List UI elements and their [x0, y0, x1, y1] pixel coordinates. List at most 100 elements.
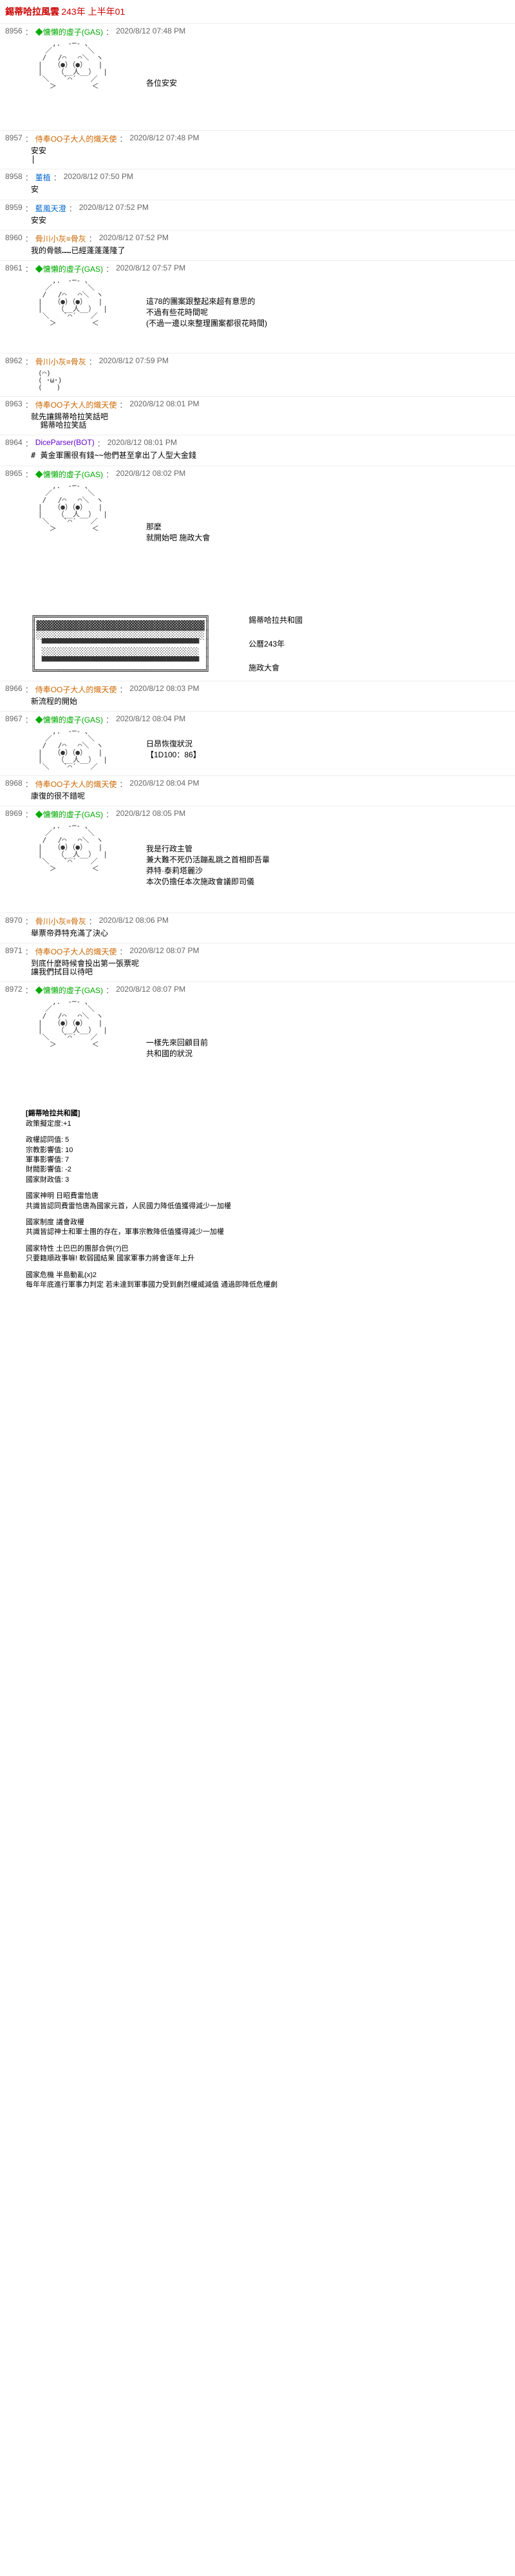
post-number[interactable]: 8962 — [5, 356, 23, 367]
ascii-art-block: ,. -─- 、 ／ ＼ / /⌒ ⌒＼ ヽ | （●）（●） | | （__人… — [5, 725, 510, 773]
post-username[interactable]: 董植 — [35, 172, 51, 183]
ascii-art-block: ,. -─- 、 ／ ＼ / /⌒ ⌒＼ ヽ | （●）（●） | | （__人… — [5, 480, 510, 584]
post-number[interactable]: 8959 — [5, 203, 23, 214]
post-header: 8966：侍奉OO子大人的熾天使：2020/8/12 08:03 PM — [5, 684, 510, 695]
post: 8956：◆慵懶的虛子(GAS)：2020/8/12 07:48 PM ,. -… — [0, 23, 515, 130]
post-timestamp: 2020/8/12 07:59 PM — [99, 356, 169, 367]
post-number[interactable]: 8956 — [5, 26, 23, 37]
policy-desc: 共識皆認同費雷恰唐為國家元首，人民國力降低值獲得減少一加權 — [26, 1202, 489, 1211]
post-username[interactable]: 骨川小灰≡骨灰 — [35, 233, 86, 244]
post-header: 8971：侍奉OO子大人的熾天使：2020/8/12 08:07 PM — [5, 946, 510, 957]
separator: ： — [25, 133, 33, 144]
post: 8967：◆慵懶的虛子(GAS)：2020/8/12 08:04 PM ,. -… — [0, 711, 515, 775]
post-username[interactable]: 藍風天澄 — [35, 203, 66, 214]
post-timestamp: 2020/8/12 07:52 PM — [79, 203, 149, 214]
post-number[interactable]: 8967 — [5, 714, 23, 725]
post-username[interactable]: 侍奉OO子大人的熾天使 — [35, 133, 117, 144]
separator: ： — [106, 26, 113, 37]
side-text: 日昂恢復狀況 【1D100：86】 — [133, 738, 510, 760]
post-username[interactable]: ◆慵懶的虛子(GAS) — [35, 714, 103, 725]
post-header: 8969：◆慵懶的虛子(GAS)：2020/8/12 08:05 PM — [5, 809, 510, 820]
separator: ： — [119, 399, 127, 410]
post-timestamp: 2020/8/12 08:07 PM — [116, 985, 185, 996]
post-username[interactable]: 侍奉OO子大人的熾天使 — [35, 946, 117, 957]
post-username[interactable]: DiceParser(BOT) — [35, 438, 95, 449]
post-header: 8957：侍奉OO子大人的熾天使：2020/8/12 07:48 PM — [5, 133, 510, 144]
post-username[interactable]: ◆慵懶的虛子(GAS) — [35, 469, 103, 480]
post-username[interactable]: 侍奉OO子大人的熾天使 — [35, 684, 117, 695]
post-number[interactable]: 8963 — [5, 399, 23, 410]
post-number[interactable]: 8961 — [5, 263, 23, 274]
post-username[interactable]: ◆慵懶的虛子(GAS) — [35, 809, 103, 820]
separator: ： — [25, 779, 33, 790]
ascii-art: ,. -─- 、 ／ ＼ / /⌒ ⌒＼ ヽ | （●）（●） | | （__人… — [5, 996, 133, 1100]
parliament-art: ╔═══════════════════════════════╗ ║▓▓▓▓▓… — [5, 610, 236, 678]
post-timestamp: 2020/8/12 08:01 PM — [108, 438, 177, 449]
post-timestamp: 2020/8/12 07:50 PM — [64, 172, 133, 183]
separator: ： — [106, 469, 113, 480]
policy-desc: 共識皆認神士和軍士團的存在，軍事宗教降低值獲得減少一加權 — [26, 1227, 489, 1237]
post: 8963：侍奉OO子大人的熾天使：2020/8/12 08:01 PM就先讓錫蒂… — [0, 396, 515, 435]
separator: ： — [25, 684, 33, 695]
post-header: 8965：◆慵懶的虛子(GAS)：2020/8/12 08:02 PM — [5, 469, 510, 480]
post: 8957：侍奉OO子大人的熾天使：2020/8/12 07:48 PM安安 | — [0, 130, 515, 169]
post-body: 我的骨骸……已經蓬蓬蓬隆了 — [5, 244, 510, 258]
post-number[interactable]: 8971 — [5, 946, 23, 957]
post-number[interactable]: 8968 — [5, 779, 23, 790]
ascii-art-block: ,. -─- 、 ／ ＼ / /⌒ ⌒＼ ヽ | （●）（●） | | （__人… — [5, 996, 510, 1100]
ascii-art: ,. -─- 、 ／ ＼ / /⌒ ⌒＼ ヽ | （●）（●） | | （__人… — [5, 37, 133, 128]
post: 8964：DiceParser(BOT)：2020/8/12 08:01 PM#… — [0, 435, 515, 465]
side-text: 我是行政主管 兼大難不死仍活蹦亂跳之首相即吾輩 莽特·泰莉塔麗沙 本次仍擔任本次… — [133, 843, 510, 887]
post-number[interactable]: 8960 — [5, 233, 23, 244]
post-number[interactable]: 8966 — [5, 684, 23, 695]
separator: ： — [25, 946, 33, 957]
post-number[interactable]: 8969 — [5, 809, 23, 820]
post-username[interactable]: ◆慵懶的虛子(GAS) — [35, 263, 103, 274]
post-number[interactable]: 8972 — [5, 985, 23, 996]
separator: ： — [89, 356, 97, 367]
post: 8969：◆慵懶的虛子(GAS)：2020/8/12 08:05 PM ,. -… — [0, 806, 515, 913]
post-username[interactable]: 侍奉OO子大人的熾天使 — [35, 399, 117, 410]
post-number[interactable]: 8964 — [5, 438, 23, 449]
ascii-art-block: ,. -─- 、 ／ ＼ / /⌒ ⌒＼ ヽ | （●）（●） | | （__人… — [5, 37, 510, 128]
post-username[interactable]: 骨川小灰≡骨灰 — [35, 916, 86, 927]
separator: ： — [119, 133, 127, 144]
post-timestamp: 2020/8/12 08:07 PM — [129, 946, 199, 957]
post-username[interactable]: ◆慵懶的虛子(GAS) — [35, 26, 103, 37]
separator: ： — [119, 684, 127, 695]
separator: ： — [25, 399, 33, 410]
post-header: 8960：骨川小灰≡骨灰：2020/8/12 07:52 PM — [5, 233, 510, 244]
post-timestamp: 2020/8/12 08:06 PM — [99, 916, 169, 927]
side-text: 這78的團案跟整起來超有意思的 不過有些花時間呢 (不過一邊以來整理團案都很花時… — [133, 296, 510, 328]
post-username[interactable]: ◆慵懶的虛子(GAS) — [35, 985, 103, 996]
post-number[interactable]: 8970 — [5, 916, 23, 927]
post-username[interactable]: 侍奉OO子大人的熾天使 — [35, 779, 117, 790]
separator: ： — [25, 233, 33, 244]
post: 8959：藍風天澄：2020/8/12 07:52 PM安安 — [0, 200, 515, 230]
policy-desc: 只要籍順政事嘛! 軟弱國結果 國家軍事力將會逐年上升 — [26, 1254, 489, 1264]
info-stat: 國家財政值: 3 — [26, 1175, 489, 1185]
thread-subtitle: 243年 上半年01 — [61, 6, 125, 17]
separator: ： — [25, 26, 33, 37]
ascii-art-block: ,. -─- 、 ／ ＼ / /⌒ ⌒＼ ヽ | （●）（●） | | （__人… — [5, 820, 510, 910]
thread-title: 錫蒂哈拉風雲 — [5, 6, 59, 17]
side-text: 那麼 就開始吧 施政大會 — [133, 521, 510, 543]
post-header: 8964：DiceParser(BOT)：2020/8/12 08:01 PM — [5, 438, 510, 449]
parliament-text: 錫蒂哈拉共和國公曆243年施政大會 — [236, 614, 510, 673]
post-number[interactable]: 8958 — [5, 172, 23, 183]
separator: ： — [106, 263, 113, 274]
info-title: [錫蒂哈拉共和國] — [26, 1109, 489, 1119]
side-text: 各位安安 — [133, 77, 510, 88]
side-text: 一樣先來回顧目前 共和國的狀況 — [133, 1037, 510, 1059]
separator: ： — [25, 203, 33, 214]
post-username[interactable]: 骨川小灰≡骨灰 — [35, 356, 86, 367]
separator: ： — [25, 356, 33, 367]
parliament-line: 錫蒂哈拉共和國 — [248, 614, 510, 625]
post-header: 8958：董植：2020/8/12 07:50 PM — [5, 172, 510, 183]
post-timestamp: 2020/8/12 07:52 PM — [99, 233, 169, 244]
post-number[interactable]: 8957 — [5, 133, 23, 144]
post-header: 8956：◆慵懶的虛子(GAS)：2020/8/12 07:48 PM — [5, 26, 510, 37]
separator: ： — [25, 985, 33, 996]
ascii-art-block: (⌒) ( ･ω･) ( ) — [5, 367, 510, 393]
post-number[interactable]: 8965 — [5, 469, 23, 480]
